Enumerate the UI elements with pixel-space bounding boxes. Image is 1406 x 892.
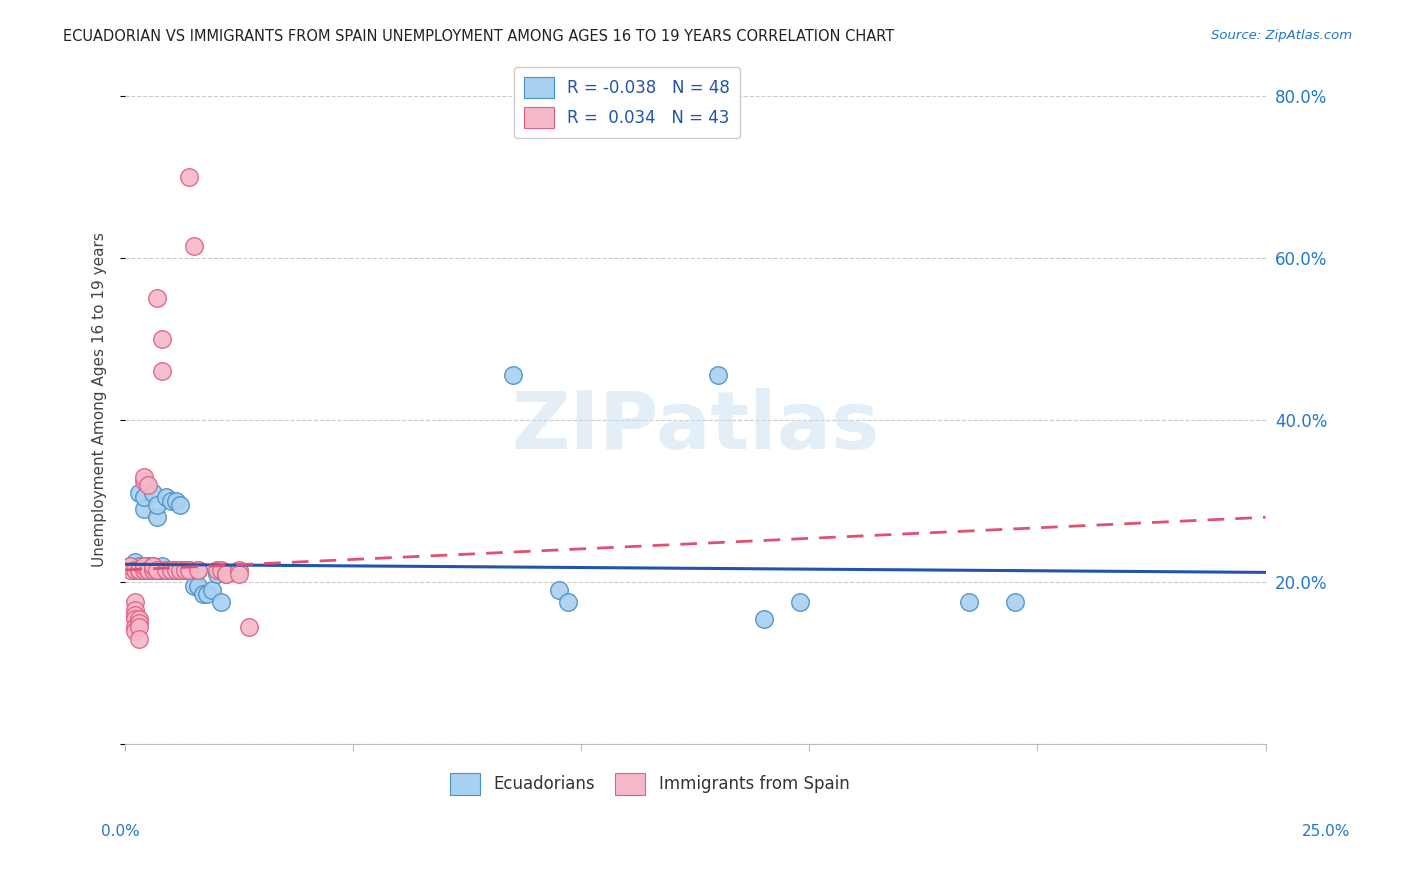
Point [124, 563, 146, 577]
Point [118, 563, 141, 577]
Point [146, 498, 169, 512]
Point [160, 563, 183, 577]
Point [173, 563, 195, 577]
Point [557, 595, 579, 609]
Text: Source: ZipAtlas.com: Source: ZipAtlas.com [1212, 29, 1353, 42]
Point [132, 502, 155, 516]
Point [169, 498, 191, 512]
Point [160, 494, 183, 508]
Point [142, 486, 165, 500]
Point [201, 583, 224, 598]
Point [187, 563, 209, 577]
Point [128, 563, 150, 577]
Point [179, 563, 201, 577]
Point [136, 563, 159, 577]
Point [228, 563, 250, 577]
Point [128, 563, 150, 577]
Point [132, 490, 155, 504]
Text: 0.0%: 0.0% [101, 824, 141, 838]
Point [205, 563, 228, 577]
Point [150, 364, 173, 378]
Point [128, 558, 150, 573]
Point [197, 587, 219, 601]
Point [124, 624, 146, 638]
Point [187, 579, 209, 593]
Text: ECUADORIAN VS IMMIGRANTS FROM SPAIN UNEMPLOYMENT AMONG AGES 16 TO 19 YEARS CORRE: ECUADORIAN VS IMMIGRANTS FROM SPAIN UNEM… [63, 29, 894, 44]
Point [124, 620, 146, 634]
Point [124, 611, 146, 625]
Point [179, 563, 201, 577]
Point [707, 368, 730, 383]
Point [128, 486, 150, 500]
Point [124, 607, 146, 622]
Point [209, 563, 232, 577]
Point [173, 563, 195, 577]
Point [150, 563, 173, 577]
Point [146, 510, 169, 524]
Legend: Ecuadorians, Immigrants from Spain: Ecuadorians, Immigrants from Spain [444, 766, 856, 801]
Point [173, 563, 195, 577]
Point [142, 558, 165, 573]
Point [142, 558, 165, 573]
Point [150, 558, 173, 573]
Point [179, 563, 201, 577]
Point [169, 563, 191, 577]
Point [155, 490, 177, 504]
Point [752, 611, 775, 625]
Point [124, 563, 146, 577]
Point [165, 494, 187, 508]
Point [124, 603, 146, 617]
Point [128, 632, 150, 646]
Point [150, 332, 173, 346]
Point [547, 583, 569, 598]
Point [146, 563, 169, 577]
Point [142, 563, 165, 577]
Point [155, 563, 177, 577]
Point [789, 595, 811, 609]
Point [128, 563, 150, 577]
Text: 25.0%: 25.0% [1302, 824, 1350, 838]
Point [209, 595, 232, 609]
Point [132, 563, 155, 577]
Point [165, 563, 187, 577]
Point [155, 563, 177, 577]
Point [183, 579, 205, 593]
Point [124, 555, 146, 569]
Point [165, 563, 187, 577]
Point [128, 615, 150, 630]
Point [132, 563, 155, 577]
Point [215, 567, 238, 582]
Point [183, 238, 205, 252]
Point [128, 620, 150, 634]
Point [205, 567, 228, 582]
Point [179, 169, 201, 184]
Text: ZIPatlas: ZIPatlas [512, 388, 880, 467]
Point [136, 563, 159, 577]
Point [136, 558, 159, 573]
Point [132, 558, 155, 573]
Point [118, 558, 141, 573]
Point [1004, 595, 1026, 609]
Point [136, 478, 159, 492]
Point [238, 620, 260, 634]
Point [132, 469, 155, 483]
Point [169, 563, 191, 577]
Point [136, 563, 159, 577]
Y-axis label: Unemployment Among Ages 16 to 19 years: Unemployment Among Ages 16 to 19 years [93, 232, 107, 567]
Point [502, 368, 524, 383]
Point [187, 563, 209, 577]
Point [191, 587, 214, 601]
Point [118, 558, 141, 573]
Point [128, 611, 150, 625]
Point [146, 563, 169, 577]
Point [124, 595, 146, 609]
Point [957, 595, 980, 609]
Point [160, 563, 183, 577]
Point [132, 474, 155, 488]
Point [146, 291, 169, 305]
Point [228, 567, 250, 582]
Point [215, 567, 238, 582]
Point [142, 563, 165, 577]
